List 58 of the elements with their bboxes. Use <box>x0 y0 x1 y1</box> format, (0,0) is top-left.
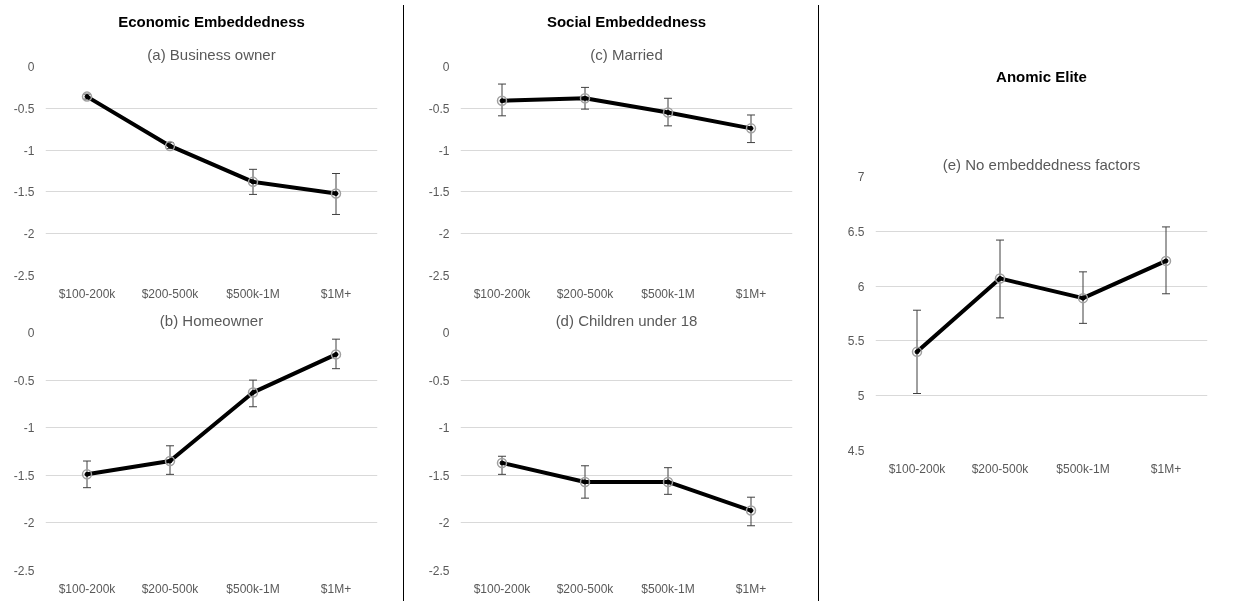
x-tick-label: $100-200k <box>58 286 117 301</box>
x-tick-label: $1M+ <box>735 581 767 596</box>
y-tick-label: -0.5 <box>13 101 35 116</box>
chart-subtitle: (e) No embeddedness factors <box>942 155 1141 173</box>
x-tick-label: $500k-1M <box>1056 461 1110 476</box>
chart-title: (b) Homeowner <box>159 311 264 329</box>
y-tick-label: -2 <box>438 516 450 531</box>
y-tick-label: 0 <box>27 326 35 340</box>
chart-title: Economic Embeddedness <box>118 12 305 30</box>
chart-title: (d) Children under 18 <box>555 311 698 329</box>
x-tick-label: $500k-1M <box>641 286 695 301</box>
y-tick-label: -0.5 <box>428 373 450 388</box>
x-tick-label: $200-500k <box>556 581 615 596</box>
y-tick-label: 5 <box>857 389 865 404</box>
y-tick-label: 0 <box>442 60 450 74</box>
y-tick-label: -1 <box>438 421 450 436</box>
x-tick-label: $500k-1M <box>641 581 695 596</box>
y-tick-label: -2 <box>438 227 450 242</box>
y-tick-label: -1.5 <box>13 185 35 200</box>
x-tick-label: $100-200k <box>473 581 532 596</box>
y-tick-label: -1 <box>23 143 35 158</box>
x-tick-label: $1M+ <box>735 286 767 301</box>
x-tick-label: $200-500k <box>141 581 200 596</box>
y-tick-label: 6 <box>857 279 865 294</box>
chart-title: Anomic Elite <box>996 67 1087 85</box>
x-tick-label: $100-200k <box>473 286 532 301</box>
x-tick-label: $1M+ <box>1150 461 1182 476</box>
chart-subtitle: (a) Business owner <box>147 45 276 63</box>
y-tick-label: -1.5 <box>13 468 35 483</box>
chart-subtitle: (c) Married <box>590 45 663 63</box>
x-tick-label: $200-500k <box>971 461 1030 476</box>
x-tick-label: $1M+ <box>320 581 352 596</box>
y-tick-label: -2.5 <box>13 564 35 578</box>
y-tick-label: -1.5 <box>428 468 450 483</box>
y-tick-label: -1 <box>23 421 35 436</box>
x-tick-label: $200-500k <box>141 286 200 301</box>
y-tick-label: -2 <box>23 227 35 242</box>
x-tick-label: $500k-1M <box>226 286 280 301</box>
y-tick-label: -1.5 <box>428 185 450 200</box>
y-tick-label: -2.5 <box>13 269 35 283</box>
y-tick-label: 0 <box>442 326 450 340</box>
y-tick-label: -0.5 <box>428 101 450 116</box>
y-tick-label: -2 <box>23 516 35 531</box>
x-tick-label: $1M+ <box>320 286 352 301</box>
chart-title: Social Embeddedness <box>546 12 707 30</box>
y-tick-label: -0.5 <box>13 373 35 388</box>
x-tick-label: $500k-1M <box>226 581 280 596</box>
y-tick-label: 4.5 <box>847 444 865 458</box>
y-tick-label: 6.5 <box>847 224 865 239</box>
y-tick-label: -2.5 <box>428 564 450 578</box>
x-tick-label: $100-200k <box>888 461 947 476</box>
y-tick-label: 7 <box>857 170 865 184</box>
x-tick-label: $200-500k <box>556 286 615 301</box>
y-tick-label: -2.5 <box>428 269 450 283</box>
y-tick-label: 5.5 <box>847 334 865 349</box>
x-tick-label: $100-200k <box>58 581 117 596</box>
y-tick-label: 0 <box>27 60 35 74</box>
y-tick-label: -1 <box>438 143 450 158</box>
